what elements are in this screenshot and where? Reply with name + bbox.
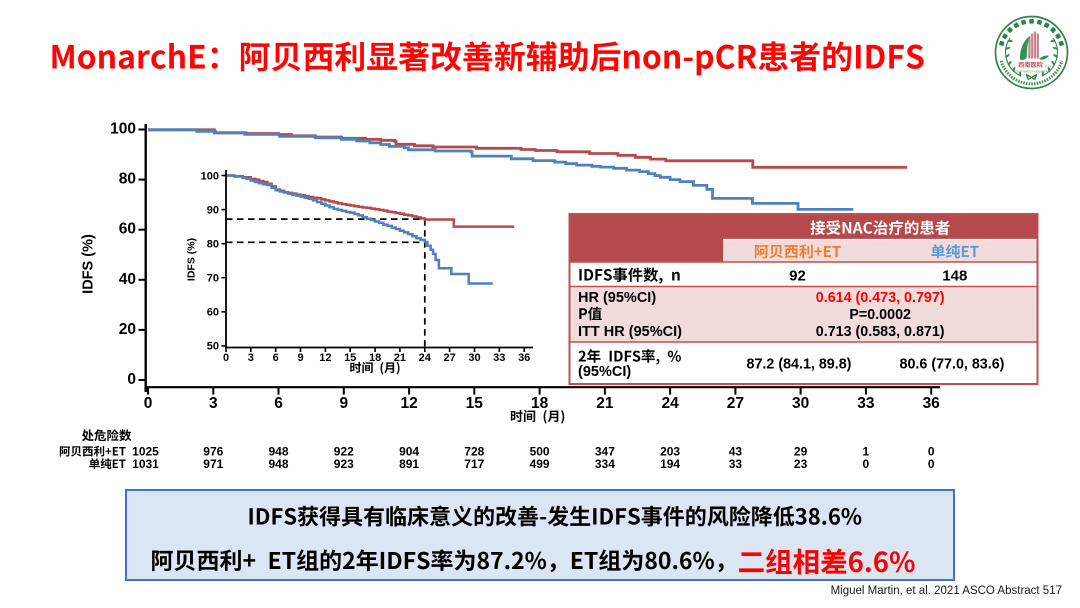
- svg-text:18: 18: [369, 352, 381, 364]
- svg-text:(95%CI): (95%CI): [578, 364, 631, 380]
- svg-text:50: 50: [207, 341, 219, 353]
- svg-text:9: 9: [297, 352, 303, 364]
- svg-text:347: 347: [595, 445, 615, 459]
- svg-text:891: 891: [399, 457, 419, 471]
- svg-text:0: 0: [863, 457, 870, 471]
- svg-text:203: 203: [660, 445, 680, 459]
- svg-text:1031: 1031: [132, 457, 159, 471]
- svg-text:80.6 (77.0, 83.6): 80.6 (77.0, 83.6): [900, 356, 1005, 372]
- svg-text:100: 100: [110, 121, 136, 138]
- svg-text:0: 0: [223, 352, 229, 364]
- svg-text:23: 23: [794, 457, 808, 471]
- svg-text:18: 18: [531, 395, 549, 412]
- svg-text:20: 20: [119, 321, 136, 338]
- svg-text:923: 923: [334, 457, 354, 471]
- svg-text:70: 70: [207, 273, 219, 285]
- svg-text:948: 948: [268, 445, 288, 459]
- svg-text:P=0.0002: P=0.0002: [849, 307, 911, 323]
- svg-text:IDFS (%): IDFS (%): [186, 238, 198, 281]
- svg-text:1025: 1025: [132, 445, 159, 459]
- svg-text:0.713 (0.583, 0.871): 0.713 (0.583, 0.871): [816, 324, 945, 340]
- svg-text:0.614 (0.473, 0.797): 0.614 (0.473, 0.797): [816, 290, 945, 306]
- svg-text:12: 12: [319, 352, 331, 364]
- svg-text:90: 90: [207, 204, 219, 216]
- svg-text:80: 80: [207, 239, 219, 251]
- svg-text:60: 60: [207, 307, 219, 319]
- svg-text:12: 12: [400, 395, 417, 412]
- svg-text:904: 904: [399, 445, 419, 459]
- svg-text:36: 36: [923, 395, 941, 412]
- svg-text:29: 29: [794, 445, 808, 459]
- svg-text:717: 717: [464, 457, 484, 471]
- svg-text:Miguel Martin, et al. 2021 ASC: Miguel Martin, et al. 2021 ASCO Abstract…: [831, 585, 1062, 597]
- svg-text:0: 0: [928, 445, 935, 459]
- svg-text:60: 60: [119, 221, 136, 238]
- svg-text:21: 21: [394, 352, 406, 364]
- svg-text:6: 6: [273, 352, 279, 364]
- svg-text:ITT HR (95%CI): ITT HR (95%CI): [578, 324, 682, 340]
- svg-text:21: 21: [596, 395, 614, 412]
- svg-text:1: 1: [863, 445, 870, 459]
- svg-text:43: 43: [729, 445, 743, 459]
- svg-text:948: 948: [268, 457, 288, 471]
- svg-text:27: 27: [443, 352, 455, 364]
- svg-text:3: 3: [209, 395, 218, 412]
- svg-text:100: 100: [201, 170, 219, 182]
- svg-text:922: 922: [334, 445, 354, 459]
- svg-text:33: 33: [857, 395, 875, 412]
- svg-text:33: 33: [729, 457, 743, 471]
- svg-text:33: 33: [493, 352, 505, 364]
- svg-text:30: 30: [468, 352, 480, 364]
- svg-text:40: 40: [119, 271, 136, 288]
- svg-text:194: 194: [660, 457, 680, 471]
- svg-text:0: 0: [127, 371, 136, 388]
- svg-text:30: 30: [792, 395, 809, 412]
- svg-text:15: 15: [344, 352, 356, 364]
- svg-text:36: 36: [518, 352, 530, 364]
- svg-text:9: 9: [339, 395, 348, 412]
- svg-text:3: 3: [248, 352, 254, 364]
- svg-text:IDFS (%): IDFS (%): [81, 234, 97, 294]
- svg-text:500: 500: [530, 445, 550, 459]
- svg-text:15: 15: [466, 395, 484, 412]
- svg-text:499: 499: [530, 457, 550, 471]
- svg-text:148: 148: [942, 268, 967, 285]
- svg-text:334: 334: [595, 457, 615, 471]
- svg-text:92: 92: [789, 268, 806, 285]
- svg-text:HR (95%CI): HR (95%CI): [578, 290, 656, 306]
- svg-text:87.2 (84.1, 89.8): 87.2 (84.1, 89.8): [747, 356, 852, 372]
- svg-text:0: 0: [144, 395, 153, 412]
- svg-text:1929: 1929: [1045, 64, 1052, 68]
- svg-text:24: 24: [419, 352, 432, 364]
- svg-text:24: 24: [661, 395, 679, 412]
- svg-text:0: 0: [928, 457, 935, 471]
- svg-text:80: 80: [119, 171, 136, 188]
- svg-text:971: 971: [203, 457, 223, 471]
- svg-text:6: 6: [274, 395, 283, 412]
- svg-text:27: 27: [727, 395, 744, 412]
- svg-text:976: 976: [203, 445, 223, 459]
- svg-text:SOUTHWEST HOSPITAL: SOUTHWEST HOSPITAL: [1014, 70, 1050, 74]
- svg-text:728: 728: [464, 445, 484, 459]
